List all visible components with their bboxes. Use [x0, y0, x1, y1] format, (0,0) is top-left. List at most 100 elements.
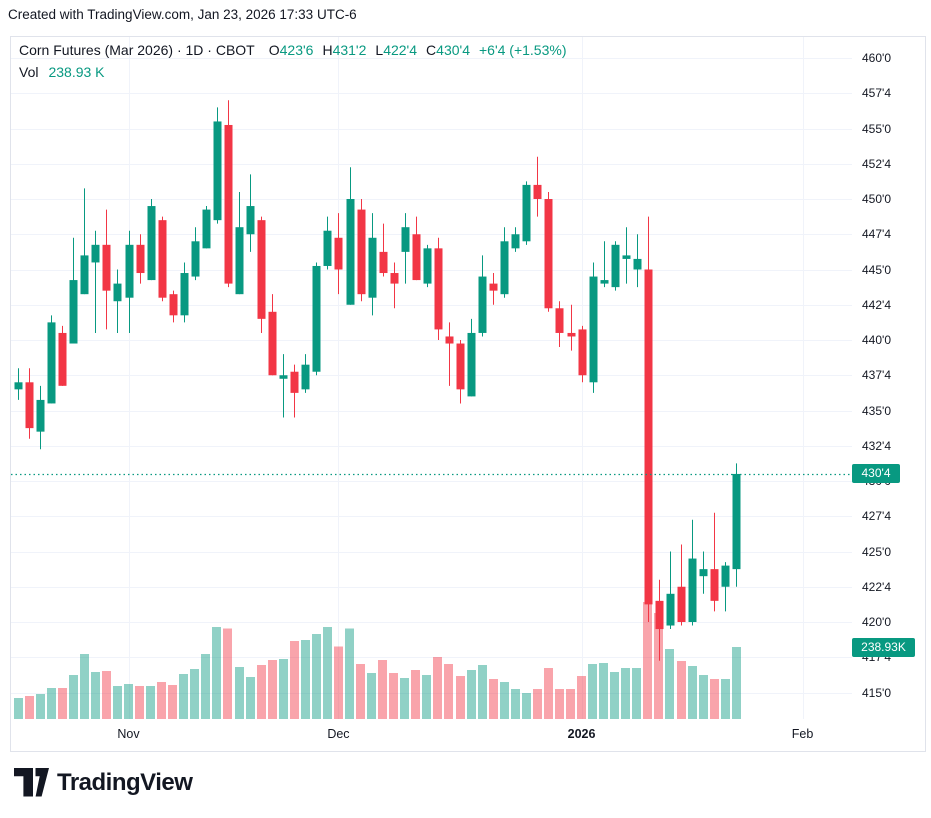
- gridlines: [11, 37, 852, 719]
- price-axis-label: 457'4: [862, 86, 891, 101]
- open-label: O: [268, 42, 280, 58]
- volume-bar: [323, 627, 332, 719]
- candle-body: [500, 241, 509, 295]
- low-value: 422'4: [383, 42, 418, 58]
- time-axis-label: Nov: [117, 727, 140, 741]
- volume-bar: [710, 678, 719, 719]
- candle-body: [699, 569, 708, 577]
- candle-body: [136, 244, 145, 274]
- attribution-link[interactable]: Created with TradingView.com, Jan 23, 20…: [8, 7, 357, 22]
- candle-body: [290, 371, 299, 393]
- volume-bar: [422, 675, 431, 719]
- price-axis-label: 440'0: [862, 333, 891, 347]
- candle-body: [147, 206, 156, 281]
- high-value: 431'2: [332, 42, 367, 58]
- volume-bar: [312, 634, 321, 719]
- candle-body: [544, 199, 553, 309]
- tradingview-logo-link[interactable]: TradingView: [14, 768, 193, 797]
- volume-label: Vol: [19, 64, 39, 80]
- candle-body: [301, 364, 310, 390]
- volume-bar: [212, 627, 221, 719]
- candle-body: [224, 124, 233, 284]
- volume-bar: [279, 659, 288, 719]
- volume-bar: [157, 681, 166, 719]
- volume-bar: [47, 687, 56, 719]
- price-axis-label: 452'4: [862, 156, 891, 171]
- candle-body: [644, 269, 653, 605]
- volume-bar: [555, 688, 564, 719]
- candle-body: [180, 273, 189, 316]
- volume-bar: [257, 665, 266, 719]
- candle-body: [158, 220, 167, 298]
- volume-bar: [721, 678, 730, 719]
- price-axis-label: 435'0: [862, 403, 891, 418]
- price-axis-label: 455'0: [862, 121, 891, 136]
- candle-body: [169, 294, 178, 316]
- high-label: H: [322, 42, 333, 58]
- price-pane[interactable]: Corn Futures (Mar 2026) · 1D · CBOT O423'…: [11, 37, 852, 751]
- change-value: +6'4 (+1.53%): [478, 42, 567, 58]
- volume-bar: [577, 675, 586, 719]
- price-axis-label: 432'4: [862, 438, 891, 453]
- volume-bar: [688, 665, 697, 719]
- time-axis[interactable]: Nov Dec 2026 Feb: [11, 719, 852, 751]
- volume-bar: [69, 675, 78, 719]
- candle-body: [113, 283, 122, 302]
- candle-body: [80, 255, 89, 295]
- price-axis-label: 422'4: [862, 579, 891, 594]
- price-axis-label: 420'0: [862, 615, 891, 629]
- candle-body: [589, 276, 598, 383]
- volume-bar: [367, 672, 376, 719]
- chart-widget: Corn Futures (Mar 2026) · 1D · CBOT O423'…: [10, 36, 926, 752]
- candle-body: [578, 329, 587, 376]
- volume-bar: [102, 671, 111, 719]
- volume-bar: [522, 693, 531, 719]
- volume-bar: [467, 669, 476, 719]
- volume-bar: [533, 688, 542, 719]
- volume-value: 238.93 K: [48, 64, 105, 80]
- volume-bar: [36, 693, 45, 719]
- symbol-title: Corn Futures (Mar 2026) · 1D · CBOT: [19, 42, 255, 58]
- volume-bar: [599, 662, 608, 719]
- volume-bar: [235, 666, 244, 719]
- candle-body: [191, 241, 200, 277]
- candle-body: [102, 244, 111, 291]
- candle-body: [555, 308, 564, 333]
- volume-bar: [444, 663, 453, 719]
- volume-bar: [168, 684, 177, 719]
- chart-canvas[interactable]: [11, 37, 852, 751]
- candle-body: [246, 206, 255, 235]
- candle-body: [710, 569, 719, 601]
- candle-body: [279, 375, 288, 379]
- candle-body: [467, 332, 476, 397]
- volume-bar: [290, 640, 299, 719]
- volume-legend: Vol 238.93 K: [19, 62, 105, 83]
- candle-body: [379, 251, 388, 274]
- candle-body: [58, 332, 67, 386]
- candle-body: [622, 255, 631, 259]
- candle-body: [91, 244, 100, 263]
- candle-body: [533, 184, 542, 199]
- price-axis-label: 447'4: [862, 227, 891, 242]
- candle-body: [235, 227, 244, 295]
- candle-body: [368, 237, 377, 298]
- candle-body: [25, 382, 34, 429]
- volume-bar: [665, 649, 674, 719]
- price-axis-label: 437'4: [862, 368, 891, 383]
- candle-body: [36, 399, 45, 432]
- candle-body: [522, 184, 531, 242]
- time-axis-label: 2026: [567, 727, 596, 741]
- candle-body: [511, 234, 520, 249]
- last-volume-badge: 238.93K: [852, 637, 915, 657]
- volume-bar: [146, 685, 155, 719]
- volume-bar: [400, 678, 409, 719]
- candle-body: [434, 248, 443, 330]
- volume-bar: [135, 685, 144, 719]
- candle-body: [268, 311, 277, 376]
- volume-bar: [14, 697, 23, 719]
- price-axis[interactable]: 460'0 457'4 455'0 452'4 450'0 447'4 445'0 442'4…: [852, 37, 926, 751]
- volume-bar: [201, 653, 210, 719]
- tradingview-mark-icon: [14, 768, 49, 797]
- time-axis-label: Dec: [327, 727, 350, 741]
- last-price-badge: 430'4: [852, 464, 900, 484]
